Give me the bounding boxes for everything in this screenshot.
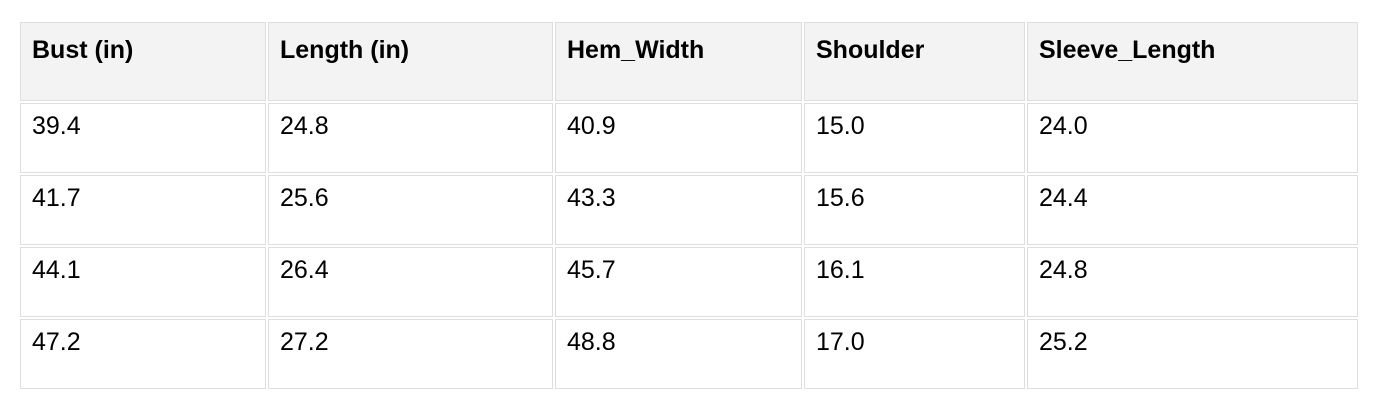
table-cell: 41.7 bbox=[20, 175, 266, 245]
table-cell: 25.2 bbox=[1027, 319, 1358, 389]
table-cell: 27.2 bbox=[268, 319, 553, 389]
table-row: 41.7 25.6 43.3 15.6 24.4 bbox=[20, 175, 1358, 245]
table-cell: 15.6 bbox=[804, 175, 1025, 245]
table-cell: 47.2 bbox=[20, 319, 266, 389]
column-header-sleeve-length: Sleeve_Length bbox=[1027, 22, 1358, 101]
table-cell: 16.1 bbox=[804, 247, 1025, 317]
table-cell: 40.9 bbox=[555, 103, 802, 173]
column-header-hem-width: Hem_Width bbox=[555, 22, 802, 101]
column-header-length: Length (in) bbox=[268, 22, 553, 101]
table-cell: 24.8 bbox=[1027, 247, 1358, 317]
table-row: 44.1 26.4 45.7 16.1 24.8 bbox=[20, 247, 1358, 317]
table-row: 47.2 27.2 48.8 17.0 25.2 bbox=[20, 319, 1358, 389]
size-chart-table: Bust (in) Length (in) Hem_Width Shoulder… bbox=[18, 20, 1360, 391]
table-cell: 39.4 bbox=[20, 103, 266, 173]
column-header-bust: Bust (in) bbox=[20, 22, 266, 101]
table-cell: 24.4 bbox=[1027, 175, 1358, 245]
header-row: Bust (in) Length (in) Hem_Width Shoulder… bbox=[20, 22, 1358, 101]
table-cell: 45.7 bbox=[555, 247, 802, 317]
table-cell: 25.6 bbox=[268, 175, 553, 245]
table-cell: 44.1 bbox=[20, 247, 266, 317]
column-header-shoulder: Shoulder bbox=[804, 22, 1025, 101]
table-row: 39.4 24.8 40.9 15.0 24.0 bbox=[20, 103, 1358, 173]
table-cell: 48.8 bbox=[555, 319, 802, 389]
table-cell: 24.0 bbox=[1027, 103, 1358, 173]
page: Bust (in) Length (in) Hem_Width Shoulder… bbox=[18, 20, 1360, 391]
table-cell: 17.0 bbox=[804, 319, 1025, 389]
table-cell: 15.0 bbox=[804, 103, 1025, 173]
table-cell: 43.3 bbox=[555, 175, 802, 245]
table-cell: 26.4 bbox=[268, 247, 553, 317]
table-cell: 24.8 bbox=[268, 103, 553, 173]
